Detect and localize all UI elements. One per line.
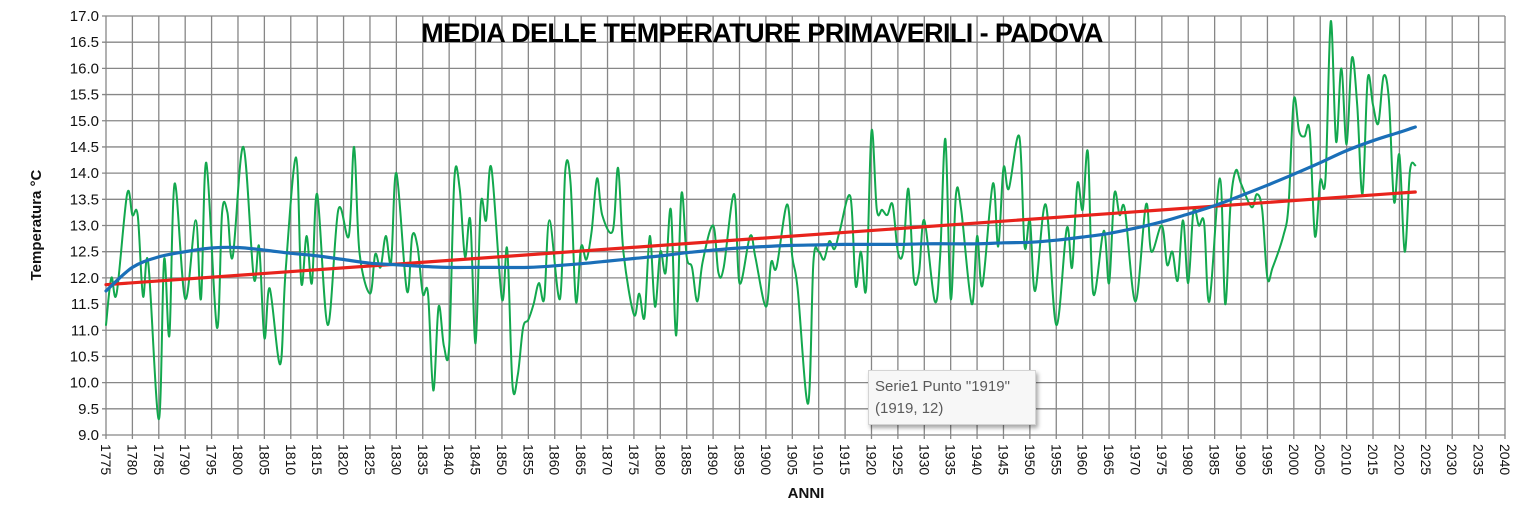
y-tick-label: 11.0 [71, 322, 99, 339]
linear-trendline[interactable] [104, 190, 1417, 287]
x-tick-label: 1960 [1075, 444, 1091, 475]
x-tick-label: 1785 [151, 444, 167, 475]
y-tick-label: 13.5 [70, 191, 99, 208]
x-tick-label: 1925 [890, 444, 906, 475]
x-tick-label: 2025 [1418, 444, 1434, 475]
x-tick-label: 1820 [336, 444, 352, 475]
x-tick-label: 1795 [204, 444, 220, 475]
x-tick-label: 1780 [124, 444, 140, 475]
y-tick-label: 17.0 [70, 8, 99, 25]
x-tick-label: 2030 [1444, 444, 1460, 475]
x-tick-label: 1875 [626, 444, 642, 475]
data-point-tooltip: Serie1 Punto "1919" (1919, 12) [868, 370, 1036, 425]
x-tick-label: 2005 [1312, 444, 1328, 475]
x-tick-label: 1955 [1048, 444, 1064, 475]
y-tick-label: 9.5 [78, 401, 99, 418]
x-tick-label: 2035 [1471, 444, 1487, 475]
grid [102, 15, 1506, 439]
x-tick-label: 1830 [388, 444, 404, 475]
x-tick-label: 2000 [1286, 444, 1302, 475]
x-tick-label: 1985 [1207, 444, 1223, 475]
x-tick-label: 1935 [943, 444, 959, 475]
tooltip-series-point: Serie1 Punto "1919" [875, 378, 1010, 395]
y-tick-label: 12.5 [70, 244, 99, 261]
x-tick-label: 1990 [1233, 444, 1249, 475]
x-tick-label: 1870 [600, 444, 616, 475]
x-tick-label: 1775 [98, 444, 114, 475]
x-tick-label: 1890 [705, 444, 721, 475]
x-tick-label: 1800 [230, 444, 246, 475]
x-tick-label: 1930 [916, 444, 932, 475]
y-tick-label: 14.0 [70, 165, 99, 182]
x-tick-label: 1965 [1101, 444, 1117, 475]
x-tick-label: 1905 [784, 444, 800, 475]
x-tick-label: 1865 [573, 444, 589, 475]
x-tick-label: 1815 [309, 444, 325, 475]
x-tick-label: 1920 [863, 444, 879, 475]
y-tick-label: 16.0 [70, 60, 99, 77]
y-tick-label: 10.0 [70, 375, 99, 392]
x-axis-label: ANNI [788, 485, 825, 502]
x-tick-label: 1845 [468, 444, 484, 475]
y-tick-label: 11.5 [71, 296, 99, 313]
x-tick-label: 1885 [679, 444, 695, 475]
x-tick-label: 1805 [256, 444, 272, 475]
x-tick-label: 2010 [1339, 444, 1355, 475]
tooltip-values: (1919, 12) [875, 400, 944, 417]
x-tick-label: 1810 [283, 444, 299, 475]
x-tick-label: 1900 [758, 444, 774, 475]
x-tick-label: 2015 [1365, 444, 1381, 475]
x-axis-ticks: 1775 1780 1785 1790 1795 1800 1805 1810 1815 1820… [98, 444, 1513, 475]
x-tick-label: 1915 [837, 444, 853, 475]
x-tick-label: 1855 [520, 444, 536, 475]
y-tick-label: 14.5 [70, 139, 99, 156]
x-tick-label: 1950 [1022, 444, 1038, 475]
polynomial-trendline[interactable] [104, 125, 1417, 293]
chart-title: MEDIA DELLE TEMPERATURE PRIMAVERILI - PA… [421, 18, 1103, 48]
x-tick-label: 1895 [732, 444, 748, 475]
x-tick-label: 1970 [1127, 444, 1143, 475]
x-tick-label: 1995 [1259, 444, 1275, 475]
y-axis-label: Temperatura °C [28, 169, 45, 280]
x-tick-label: 1980 [1180, 444, 1196, 475]
x-tick-label: 1840 [441, 444, 457, 475]
x-tick-label: 1880 [652, 444, 668, 475]
x-tick-label: 2040 [1497, 444, 1513, 475]
y-tick-label: 9.0 [78, 427, 99, 444]
x-tick-label: 1975 [1154, 444, 1170, 475]
y-tick-label: 15.0 [70, 113, 99, 130]
x-tick-label: 1910 [811, 444, 827, 475]
x-tick-label: 1790 [177, 444, 193, 475]
y-tick-label: 12.0 [70, 270, 99, 287]
temperature-series-line[interactable] [105, 20, 1417, 421]
x-tick-label: 1945 [995, 444, 1011, 475]
y-tick-label: 13.0 [70, 218, 99, 235]
y-tick-label: 16.5 [70, 34, 99, 51]
y-tick-label: 15.5 [70, 87, 99, 104]
x-tick-label: 1940 [969, 444, 985, 475]
x-tick-label: 2020 [1391, 444, 1407, 475]
y-axis-ticks: 9.0 9.5 10.0 10.5 11.0 11.5 12.0 12.5 13.0 13.5 14… [70, 8, 99, 444]
series-layer [104, 20, 1417, 421]
x-tick-label: 1850 [494, 444, 510, 475]
x-tick-label: 1835 [415, 444, 431, 475]
x-tick-label: 1860 [547, 444, 563, 475]
x-tick-label: 1825 [362, 444, 378, 475]
y-tick-label: 10.5 [70, 348, 99, 365]
